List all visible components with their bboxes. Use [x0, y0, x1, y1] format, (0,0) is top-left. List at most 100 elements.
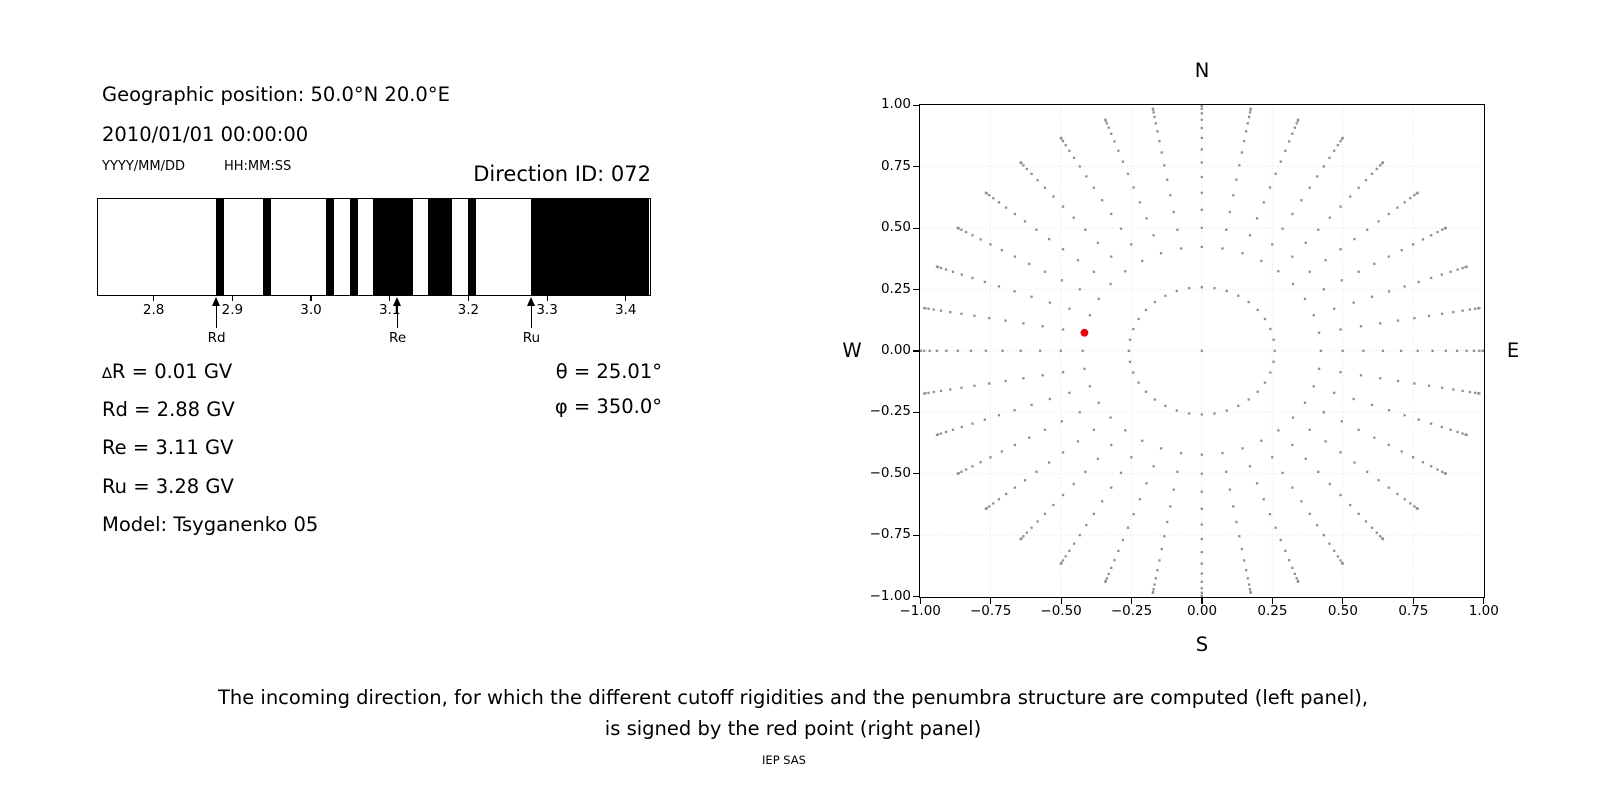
direction-dot — [1237, 404, 1240, 408]
direction-dot — [1353, 237, 1356, 241]
direction-dot — [1200, 523, 1203, 526]
scatter-xtick-label: −0.50 — [1040, 602, 1082, 619]
direction-dot — [1444, 226, 1447, 230]
scatter-xtick-label: −0.25 — [1110, 602, 1153, 619]
direction-dot — [1025, 531, 1028, 534]
direction-dot — [1246, 122, 1249, 125]
scatter-ytick-label: 0.25 — [880, 280, 911, 297]
direction-dot — [1328, 482, 1332, 486]
direction-dot — [956, 349, 959, 352]
direction-dot — [1072, 156, 1076, 160]
direction-dot — [1263, 381, 1267, 384]
direction-dot — [1154, 122, 1157, 125]
direction-dot — [1141, 259, 1144, 262]
direction-dot — [1316, 524, 1319, 527]
direction-dot — [1409, 502, 1412, 505]
direction-dot — [1260, 439, 1263, 442]
direction-dot — [1145, 217, 1148, 220]
direction-dot — [1387, 443, 1390, 447]
direction-dot — [1096, 241, 1100, 244]
direction-dot — [983, 280, 987, 284]
direction-dot — [918, 349, 922, 352]
direction-dot — [935, 265, 939, 268]
direction-dot — [1145, 482, 1148, 485]
direction-dot — [960, 425, 963, 429]
geo-position-text: Geographic position: 50.0°N 20.0°E — [102, 83, 450, 106]
direction-dot — [1013, 486, 1016, 489]
direction-dot — [971, 276, 974, 280]
direction-dot — [1132, 327, 1135, 331]
direction-dot — [1144, 308, 1148, 312]
direction-dot — [1328, 542, 1331, 545]
direction-dot — [1396, 206, 1399, 209]
direction-dot — [1387, 290, 1391, 293]
direction-dot — [1284, 149, 1287, 152]
direction-dot — [1279, 538, 1282, 542]
direction-dot — [1200, 136, 1203, 140]
direction-dot — [1339, 370, 1342, 374]
direction-dot — [971, 422, 974, 425]
direction-dot — [1235, 520, 1238, 524]
direction-dot — [1352, 301, 1355, 304]
direction-dot — [1339, 451, 1342, 454]
direction-dot — [1357, 186, 1360, 189]
direction-dot — [1061, 205, 1065, 208]
direction-dot — [1238, 164, 1241, 167]
direction-dot — [1339, 559, 1342, 562]
penumbra-tick-label: 2.9 — [221, 301, 244, 318]
direction-dot — [1104, 118, 1107, 121]
direction-dot — [1277, 429, 1280, 432]
direction-dot — [1478, 349, 1481, 352]
penumbra-band — [530, 199, 649, 295]
direction-dot — [1159, 252, 1163, 255]
direction-id-text: Direction ID: 072 — [473, 162, 651, 186]
direction-dot — [1412, 456, 1415, 459]
marker-arrow-line — [215, 305, 218, 328]
direction-dot — [1366, 470, 1369, 473]
phi-value: φ = 350.0° — [554, 394, 662, 418]
direction-dot — [1440, 386, 1444, 389]
direction-dot — [960, 312, 963, 315]
direction-dot — [1339, 248, 1342, 251]
direction-dot — [1061, 370, 1065, 374]
direction-dot — [944, 430, 948, 434]
direction-dot — [1025, 167, 1028, 171]
direction-dot — [1232, 194, 1235, 197]
direction-dot — [1121, 160, 1124, 163]
direction-dot — [1132, 512, 1135, 516]
penumbra-tick — [153, 296, 155, 301]
direction-dot — [1273, 349, 1276, 352]
direction-dot — [1200, 562, 1203, 565]
direction-dot — [1105, 122, 1109, 125]
direction-dot — [1339, 328, 1342, 331]
direction-dot — [1019, 349, 1022, 352]
direction-dot — [1107, 572, 1110, 576]
direction-dot — [1052, 503, 1055, 507]
direction-dot — [1440, 273, 1443, 276]
direction-dot — [1013, 255, 1016, 258]
direction-dot — [964, 468, 968, 471]
direction-dot — [1200, 245, 1203, 249]
direction-dot — [1238, 535, 1241, 538]
direction-dot — [1169, 194, 1172, 197]
theta-value: θ = 25.01° — [555, 359, 662, 383]
direction-dot — [1200, 349, 1203, 352]
direction-dot — [939, 266, 943, 270]
direction-dot — [1241, 252, 1244, 255]
direction-dot — [1105, 577, 1109, 580]
direction-dot — [1092, 186, 1096, 189]
direction-dot — [1465, 433, 1468, 437]
penumbra-band — [373, 199, 413, 295]
direction-dot — [1022, 535, 1025, 538]
direction-dot — [1088, 314, 1092, 317]
direction-dot — [1154, 577, 1157, 580]
direction-dot — [1248, 465, 1252, 468]
direction-dot — [1141, 439, 1144, 442]
direction-dot — [1317, 367, 1321, 370]
penumbra-band — [349, 199, 358, 295]
direction-dot — [1076, 440, 1080, 443]
direction-dot — [939, 309, 943, 312]
direction-dot — [1228, 210, 1232, 214]
direction-dot — [1291, 255, 1294, 258]
direction-dot — [1268, 512, 1272, 516]
